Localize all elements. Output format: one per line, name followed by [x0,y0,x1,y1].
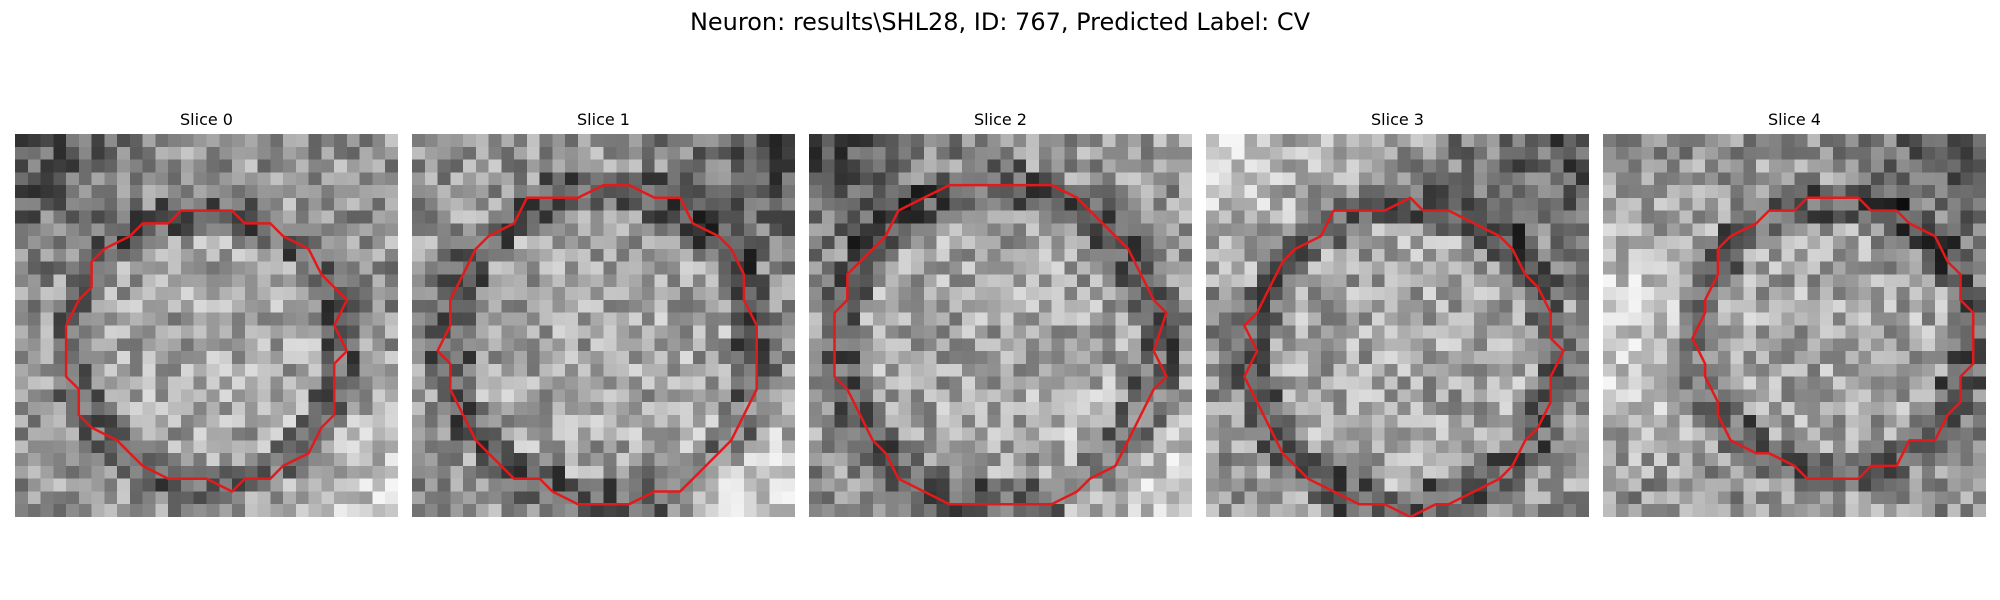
slice-image [1206,134,1589,517]
segmentation-contour [1691,196,1975,480]
slice-image [809,134,1192,517]
slice-image [412,134,795,517]
segmentation-contour [64,209,349,493]
slice-image [1603,134,1986,517]
slice-panel-0: Slice 0 [15,108,398,517]
slice-title: Slice 0 [180,110,233,129]
slice-title: Slice 1 [577,110,630,129]
figure-title: Neuron: results\SHL28, ID: 767, Predicte… [689,8,1311,36]
segmentation-contour [1243,196,1565,517]
segmentation-contour [436,183,758,506]
slice-raster [412,134,795,517]
slice-raster [1603,134,1986,517]
segmentation-contour [833,183,1168,506]
slice-title: Slice 2 [974,110,1027,129]
slice-panel-1: Slice 1 [412,108,795,517]
slice-image [15,134,398,517]
slice-raster [809,134,1192,517]
slice-raster [15,134,398,517]
slice-panel-2: Slice 2 [809,108,1192,517]
slice-panel-4: Slice 4 [1603,108,1986,517]
slice-title: Slice 3 [1371,110,1424,129]
slice-title: Slice 4 [1768,110,1821,129]
slice-raster [1206,134,1589,517]
slice-panel-3: Slice 3 [1206,108,1589,517]
